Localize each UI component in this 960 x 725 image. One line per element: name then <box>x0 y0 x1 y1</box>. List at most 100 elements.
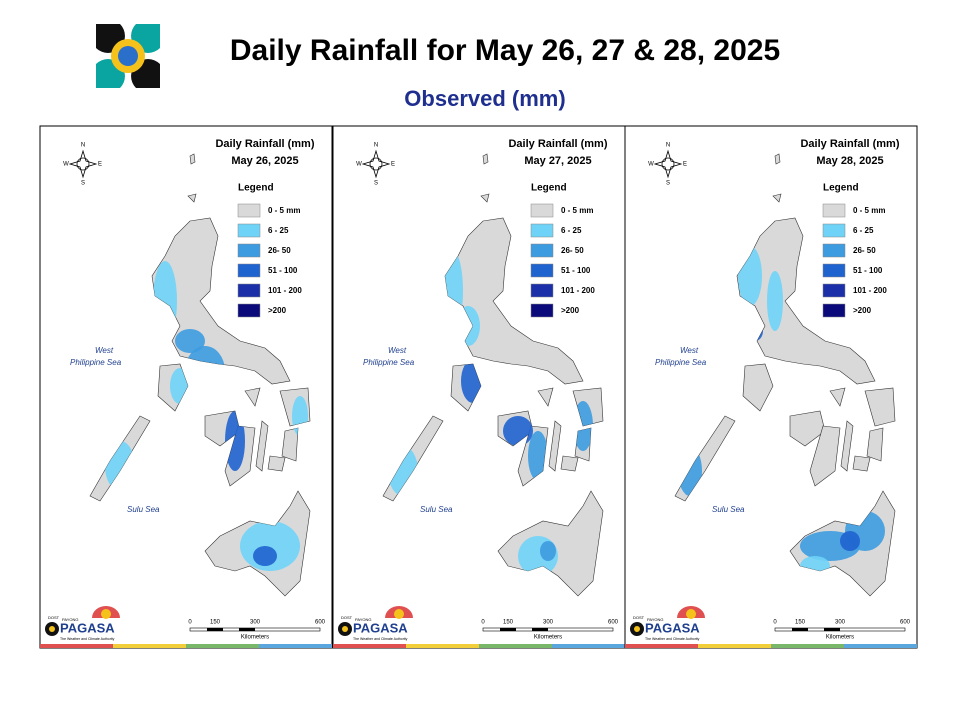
panel-date: May 26, 2025 <box>231 155 298 167</box>
legend-swatch <box>822 243 846 258</box>
sea-label: Philippine Sea <box>655 358 707 367</box>
logo-text: The Weather and Climate Authority <box>353 637 408 641</box>
legend-label: >200 <box>853 306 872 315</box>
legend-swatch <box>822 263 846 278</box>
sea-label: West <box>388 346 407 355</box>
legend-label: 0 - 5 mm <box>853 206 885 215</box>
panels: N E S W Daily Rainfall (mm) May 26, 2025 Legen… <box>39 125 918 649</box>
compass-letter: S <box>666 181 670 187</box>
compass: N E S W <box>63 143 102 187</box>
color-band <box>844 644 917 648</box>
compass-letter: N <box>374 143 378 149</box>
province <box>267 455 286 472</box>
legend-label: 101 - 200 <box>561 286 595 295</box>
legend-label: 0 - 5 mm <box>561 206 593 215</box>
legend-swatch <box>530 223 554 238</box>
map <box>382 153 604 597</box>
legend-swatch <box>530 203 554 218</box>
legend-title: Legend <box>823 183 859 194</box>
compass-letter: E <box>391 162 395 168</box>
province <box>809 425 841 487</box>
sea-label: Sulu Sea <box>420 505 453 514</box>
legend-swatch <box>237 243 261 258</box>
sun-face <box>394 609 404 619</box>
compass-letter: W <box>356 162 362 168</box>
scale-label: 0 <box>773 620 777 626</box>
color-band <box>771 644 844 648</box>
sun-face <box>101 609 111 619</box>
compass-letter: S <box>374 181 378 187</box>
color-band <box>40 644 113 648</box>
scale-label: 600 <box>608 620 619 626</box>
compass-rose <box>653 149 683 179</box>
logo-mark-inner <box>634 626 640 632</box>
title: Daily Rainfall for May 26, 27 & 28, 2025 <box>230 34 780 67</box>
province <box>480 193 490 203</box>
rain-area <box>767 271 783 331</box>
color-band <box>479 644 552 648</box>
compass-letter: E <box>683 162 687 168</box>
logo-mark-inner <box>342 626 348 632</box>
scale-label: 600 <box>900 620 911 626</box>
compass-rose <box>361 149 391 179</box>
legend-label: 51 - 100 <box>853 266 883 275</box>
compass-ring <box>369 157 383 171</box>
province <box>189 153 196 165</box>
panel-date: May 27, 2025 <box>524 155 591 167</box>
scale-label: 0 <box>188 620 192 626</box>
sea-label: Philippine Sea <box>70 358 122 367</box>
legend-swatch <box>822 283 846 298</box>
scale-label: 150 <box>210 620 221 626</box>
scale-label: 300 <box>250 620 261 626</box>
scale-bar-fill <box>207 628 223 631</box>
rain-area <box>540 541 556 561</box>
province <box>560 455 579 472</box>
province <box>482 153 489 165</box>
scale-bar-fill <box>500 628 516 631</box>
logo-text: PAYONG <box>62 617 79 622</box>
logo-text: DOST <box>633 615 645 620</box>
legend-label: 0 - 5 mm <box>268 206 300 215</box>
scale-unit: Kilometers <box>241 635 269 641</box>
logo-text: PAGASA <box>353 620 408 635</box>
sea-label: Philippine Sea <box>363 358 415 367</box>
legend-title: Legend <box>238 183 274 194</box>
province <box>548 420 562 472</box>
legend-label: >200 <box>561 306 580 315</box>
scale-unit: Kilometers <box>534 635 562 641</box>
legend-label: 6 - 25 <box>561 226 582 235</box>
rain-area <box>528 431 548 481</box>
scale-bar-fill <box>239 628 255 631</box>
province <box>864 387 896 427</box>
compass-ring <box>661 157 675 171</box>
color-band <box>406 644 479 648</box>
map <box>674 153 896 597</box>
sea-label: West <box>680 346 699 355</box>
legend-swatch <box>530 263 554 278</box>
province <box>736 217 876 385</box>
subtitle: Observed (mm) <box>404 86 565 111</box>
logo-text: PAYONG <box>355 617 372 622</box>
legend-swatch <box>237 223 261 238</box>
scale-label: 150 <box>503 620 514 626</box>
legend-swatch <box>822 203 846 218</box>
scale-bar-fill <box>824 628 840 631</box>
panel-heading: Daily Rainfall (mm) <box>508 138 607 150</box>
legend-swatch <box>530 243 554 258</box>
province <box>187 193 197 203</box>
scale-label: 0 <box>481 620 485 626</box>
color-band <box>113 644 186 648</box>
scale-bar-fill <box>532 628 548 631</box>
legend-swatch <box>530 303 554 318</box>
compass: N E S W <box>648 143 687 187</box>
map-panel: N E S W Daily Rainfall (mm) May 27, 2025 Legen… <box>332 125 626 649</box>
legend-swatch <box>822 223 846 238</box>
map-panel: N E S W Daily Rainfall (mm) May 28, 2025 Legen… <box>624 125 918 649</box>
rain-area <box>175 329 205 353</box>
compass-letter: S <box>81 181 85 187</box>
legend-title: Legend <box>531 183 567 194</box>
panel-heading: Daily Rainfall (mm) <box>215 138 314 150</box>
